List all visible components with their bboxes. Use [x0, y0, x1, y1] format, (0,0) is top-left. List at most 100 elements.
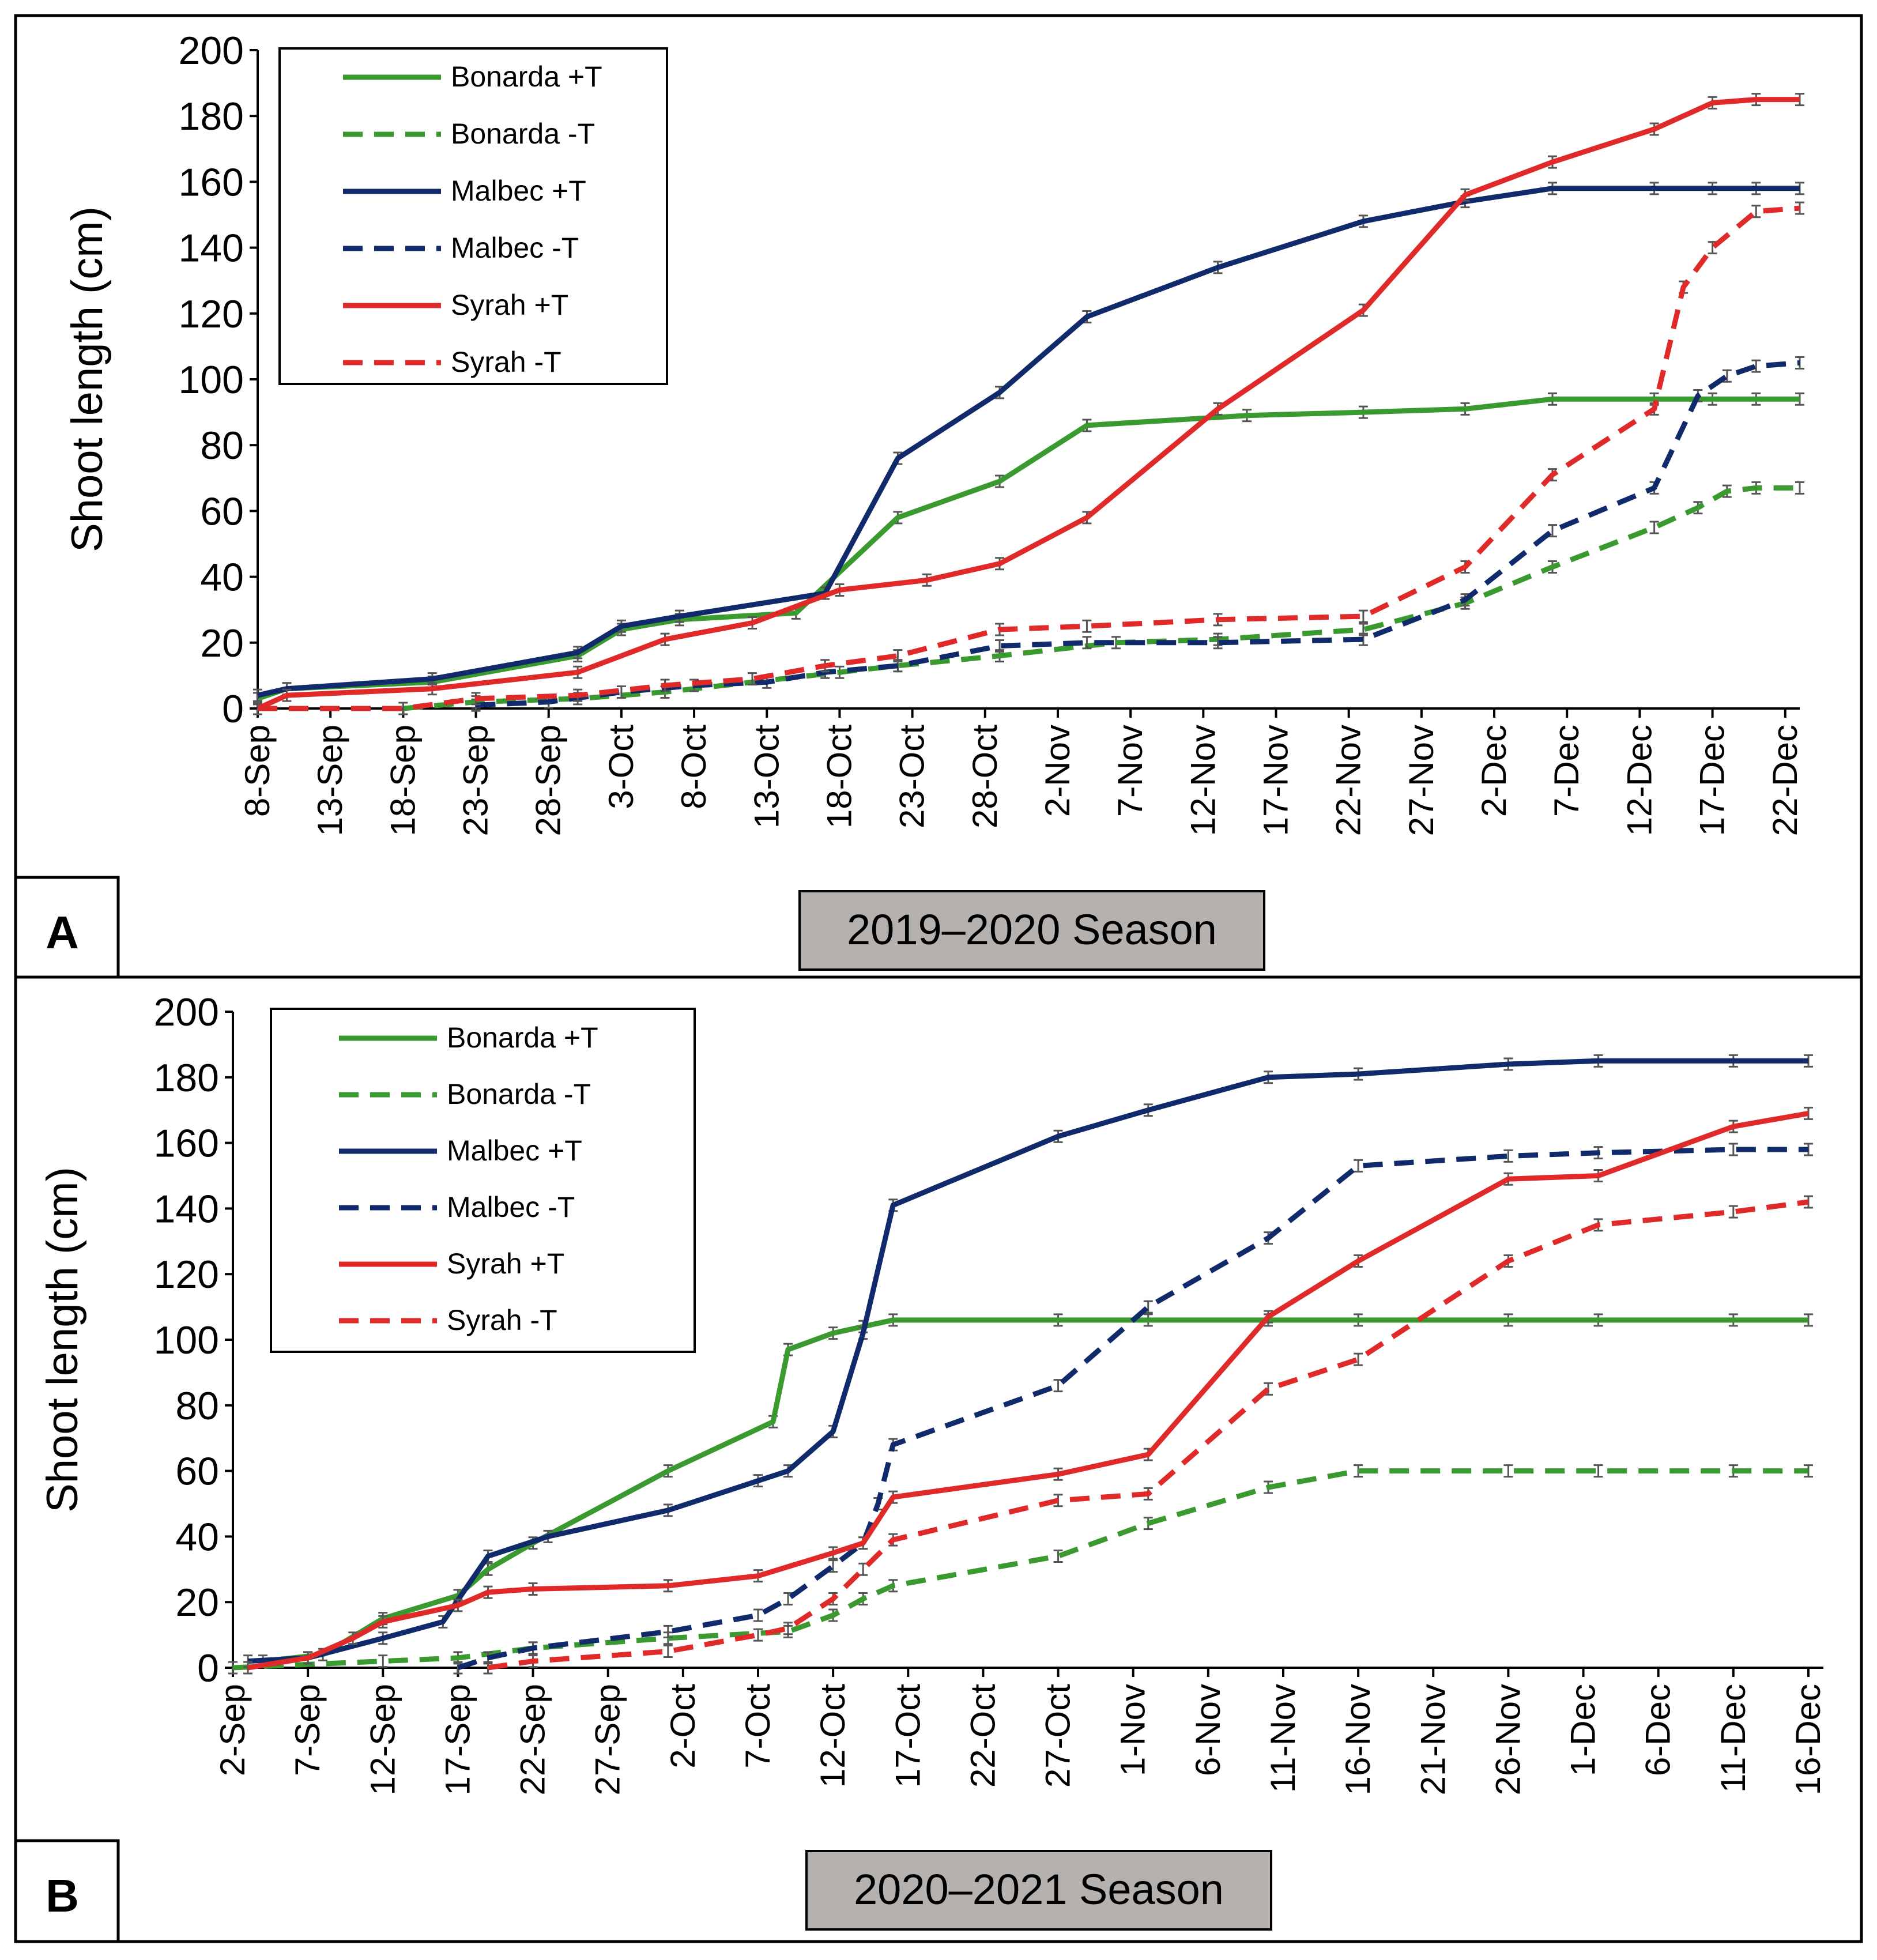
x-tick-label: 23-Sep: [457, 725, 495, 836]
series-line: [457, 1147, 1808, 1671]
legend-label: Malbec -T: [447, 1191, 575, 1223]
x-tick-label: 6-Dec: [1639, 1684, 1678, 1776]
y-tick-label: 200: [154, 990, 219, 1034]
series-line: [262, 1317, 1808, 1664]
panel-b-frame: [14, 975, 1863, 1943]
x-tick-label: 28-Oct: [966, 725, 1004, 828]
season-label: 2019–2020 Season: [847, 906, 1217, 953]
legend-label: Bonarda +T: [447, 1022, 598, 1054]
x-tick-label: 2-Sep: [213, 1684, 252, 1776]
y-axis-label: Shoot length (cm): [63, 206, 112, 552]
x-tick-label: 2-Dec: [1475, 725, 1513, 817]
y-tick-label: 120: [154, 1253, 219, 1296]
y-axis-label: Shoot length (cm): [38, 1167, 87, 1513]
panel-a-legend: Bonarda +T Bonarda -T Malbec +T Malbec -…: [278, 47, 668, 385]
x-tick-label: 18-Oct: [820, 725, 858, 828]
x-tick-label: 21-Nov: [1414, 1684, 1452, 1795]
panel-a-marks: 0 20 40 60 80 100 120 140 160 180 200 Shoot length …: [63, 29, 1804, 836]
y-tick-label: 100: [154, 1318, 219, 1362]
y-tick-label: 40: [200, 556, 244, 600]
x-tick-label: 1-Dec: [1564, 1684, 1603, 1776]
series-line: [257, 97, 1800, 711]
legend-label: Syrah +T: [447, 1247, 564, 1280]
panel-a: 0 20 40 60 80 100 120 140 160 180 200 Shoot length …: [14, 29, 1804, 979]
legend-label: Bonarda +T: [451, 61, 602, 93]
y-tick-label: 40: [175, 1515, 219, 1559]
season-label-box: [805, 1850, 1272, 1931]
panel-b-marks: 0 20 40 60 80 100 120 140 160 180 200 Shoot length …: [38, 990, 1827, 1795]
x-tick-label: 12-Dec: [1620, 725, 1659, 836]
legend-label: Bonarda -T: [451, 118, 595, 150]
season-label: 2020–2021 Season: [854, 1865, 1224, 1913]
x-tick-label: 17-Sep: [438, 1684, 477, 1795]
x-tick-label: 13-Sep: [311, 725, 349, 836]
x-tick-label: 8-Sep: [238, 725, 277, 817]
series-line: [476, 360, 1800, 708]
y-tick-label: 60: [175, 1450, 219, 1494]
y-tick-label: 0: [197, 1646, 219, 1690]
y-tick-label: 200: [179, 29, 244, 73]
x-tick-label: 7-Sep: [288, 1684, 327, 1776]
x-tick-label: 12-Sep: [363, 1684, 402, 1795]
x-tick-label: 17-Nov: [1257, 725, 1295, 836]
x-tick-label: 16-Dec: [1789, 1684, 1827, 1795]
legend-label: Malbec -T: [451, 232, 579, 264]
y-tick-label: 80: [175, 1384, 219, 1428]
legend-label: Syrah +T: [451, 289, 568, 321]
y-tick-label: 20: [200, 621, 244, 665]
series-line: [257, 396, 1800, 702]
x-tick-label: 1-Nov: [1114, 1684, 1152, 1776]
series-line: [487, 1199, 1809, 1671]
x-tick-label: 7-Nov: [1111, 725, 1149, 817]
x-tick-label: 13-Oct: [747, 725, 786, 828]
legend-label: Malbec +T: [447, 1134, 582, 1167]
x-tick-label: 27-Oct: [1039, 1684, 1077, 1788]
y-tick-label: 60: [200, 489, 244, 533]
x-tick-label: 26-Nov: [1488, 1684, 1527, 1795]
x-tick-label: 23-Oct: [893, 725, 932, 828]
panel-label-box: [14, 876, 120, 979]
x-tick-label: 6-Nov: [1189, 1684, 1227, 1776]
x-tick-label: 27-Nov: [1402, 725, 1441, 836]
series-line: [232, 1468, 1808, 1671]
x-tick-label: 11-Dec: [1714, 1684, 1752, 1793]
x-tick-label: 12-Nov: [1184, 725, 1222, 836]
x-tick-label: 8-Oct: [674, 725, 713, 809]
series-line: [402, 485, 1800, 711]
series-line: [257, 186, 1800, 698]
x-tick-label: 28-Sep: [529, 725, 568, 836]
x-tick-label: 7-Dec: [1547, 725, 1586, 817]
y-tick-label: 20: [175, 1581, 219, 1624]
x-tick-label: 3-Oct: [602, 725, 640, 809]
x-tick-label: 12-Oct: [813, 1684, 852, 1788]
y-tick-label: 180: [179, 95, 244, 138]
x-tick-label: 17-Oct: [888, 1684, 927, 1788]
legend-label: Syrah -T: [451, 346, 561, 378]
legend-box: [270, 1008, 696, 1353]
x-tick-label: 16-Nov: [1339, 1684, 1377, 1795]
legend-box: [278, 47, 668, 385]
legend-label: Syrah -T: [447, 1304, 557, 1336]
panel-label: B: [46, 1870, 79, 1921]
x-tick-label: 18-Sep: [383, 725, 422, 836]
x-tick-label: 27-Sep: [589, 1684, 627, 1795]
legend-label: Bonarda -T: [447, 1078, 591, 1110]
panel-label-box: [14, 1839, 120, 1943]
x-tick-label: 11-Nov: [1264, 1684, 1302, 1793]
y-tick-label: 120: [179, 292, 244, 336]
x-tick-label: 22-Sep: [514, 1684, 552, 1795]
y-tick-label: 80: [200, 424, 244, 468]
x-tick-label: 22-Nov: [1329, 725, 1368, 836]
panel-label: A: [46, 907, 79, 958]
series-line: [247, 1110, 1809, 1671]
y-tick-label: 140: [179, 227, 244, 270]
y-tick-label: 0: [222, 687, 244, 731]
x-tick-label: 7-Oct: [738, 1684, 777, 1769]
series-line: [258, 205, 1800, 711]
y-tick-label: 160: [154, 1122, 219, 1166]
y-tick-label: 140: [154, 1187, 219, 1231]
y-tick-label: 160: [179, 160, 244, 204]
series-line: [247, 1058, 1808, 1664]
